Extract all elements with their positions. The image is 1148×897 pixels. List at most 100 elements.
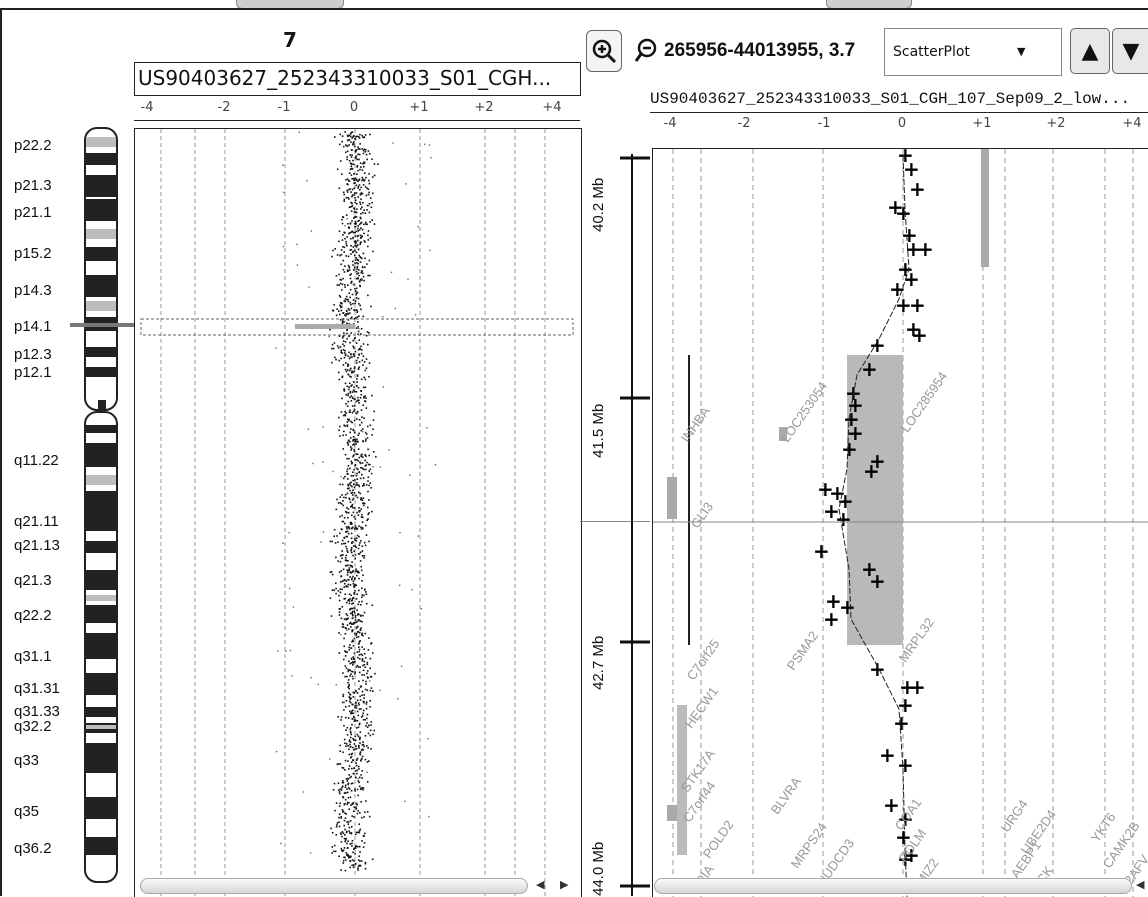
probe-point: [342, 810, 345, 812]
probe-point: [366, 187, 368, 190]
probe-point: [361, 659, 364, 662]
probe-point: [353, 309, 356, 312]
probe-point: [428, 144, 431, 146]
probe-point: [354, 616, 357, 619]
probe-point: [350, 149, 353, 151]
probe-point: [345, 651, 347, 653]
probe-point: [359, 731, 362, 733]
probe-point: [351, 205, 353, 208]
probe-point: [342, 277, 344, 280]
probe-point: [352, 439, 354, 441]
probe-point: [350, 775, 352, 778]
probe-point: [353, 367, 356, 370]
probe-point: [354, 577, 356, 579]
probe-point: [363, 397, 365, 399]
probe-point: [322, 426, 324, 428]
left-scatter-plot[interactable]: [134, 128, 582, 897]
probe-point: [349, 390, 352, 393]
probe-point: [350, 532, 353, 535]
view-type-select[interactable]: ScatterPlot ▼: [884, 28, 1062, 76]
probe-point: [349, 249, 351, 251]
probe-point: [361, 278, 363, 280]
probe-point: [344, 493, 347, 496]
probe-point: [350, 332, 353, 334]
probe-point: [345, 412, 347, 414]
left-scroll-left-arrow[interactable]: ◀: [536, 878, 545, 891]
probe-point: [367, 239, 370, 241]
probe-point: [343, 251, 345, 253]
probe-point: [320, 541, 322, 543]
probe-point: [352, 163, 355, 166]
probe-point: [362, 431, 364, 433]
chromosome-ideogram[interactable]: [60, 125, 140, 885]
probe-point: [361, 428, 364, 430]
probe-point: [363, 468, 365, 471]
right-scatter-plot[interactable]: + + + + + + + + + + + + + + + + + + + + + + + + + + + + + + + + + + + + + + + +…: [652, 148, 1148, 897]
probe-point: [343, 847, 346, 849]
probe-point: [366, 771, 368, 773]
left-horizontal-scrollbar[interactable]: [140, 878, 528, 894]
probe-point: [350, 547, 353, 549]
probe-point: [349, 356, 352, 359]
probe-marker: +: [887, 195, 904, 219]
probe-point: [365, 153, 368, 156]
probe-point: [359, 261, 362, 263]
probe-point: [365, 800, 367, 802]
right-scroll-left-arrow[interactable]: ◀: [1136, 878, 1145, 891]
band-label: p12.1: [14, 364, 52, 381]
probe-point: [351, 527, 353, 530]
probe-point: [347, 442, 349, 445]
probe-point: [346, 801, 349, 804]
probe-point: [348, 497, 350, 500]
probe-point: [347, 444, 350, 446]
probe-point: [347, 373, 350, 376]
right-horizontal-scrollbar[interactable]: [654, 878, 1132, 894]
probe-point: [342, 785, 344, 788]
probe-point: [359, 133, 361, 136]
probe-point: [354, 138, 356, 140]
probe-point: [358, 137, 361, 139]
probe-point: [428, 815, 430, 818]
scroll-down-button[interactable]: ▼: [1112, 28, 1148, 74]
zoom-out-button[interactable]: [630, 30, 664, 70]
probe-point: [360, 526, 362, 528]
probe-point: [361, 499, 364, 501]
probe-point: [337, 782, 340, 785]
probe-point: [353, 216, 356, 219]
probe-point: [351, 815, 353, 817]
probe-point: [358, 432, 360, 435]
probe-point: [344, 769, 346, 771]
probe-point: [368, 211, 371, 214]
probe-point: [353, 141, 355, 143]
left-scroll-right-arrow[interactable]: ▶: [560, 878, 569, 891]
probe-point: [349, 341, 351, 344]
probe-point: [355, 245, 357, 247]
probe-point: [404, 800, 406, 802]
probe-point: [352, 664, 354, 666]
probe-point: [356, 385, 358, 387]
probe-point: [345, 699, 348, 702]
probe-point: [353, 592, 356, 594]
probe-marker: +: [813, 539, 830, 563]
probe-point: [349, 757, 352, 759]
probe-point: [352, 691, 355, 694]
probe-point: [355, 155, 357, 157]
probe-point: [342, 414, 345, 417]
probe-point: [349, 796, 352, 799]
probe-point: [359, 738, 361, 741]
probe-point: [364, 454, 366, 456]
probe-point: [351, 485, 353, 488]
probe-point: [353, 431, 356, 434]
probe-point: [350, 832, 353, 834]
scroll-up-button[interactable]: ▲: [1070, 28, 1110, 74]
probe-point: [344, 475, 346, 478]
probe-point: [335, 582, 337, 585]
probe-point: [351, 523, 353, 525]
probe-point: [347, 139, 350, 141]
probe-point: [352, 436, 355, 438]
probe-point: [361, 594, 364, 596]
zoom-in-button[interactable]: [586, 30, 622, 72]
probe-point: [344, 593, 347, 595]
probe-point: [343, 424, 345, 427]
probe-point: [345, 813, 347, 815]
